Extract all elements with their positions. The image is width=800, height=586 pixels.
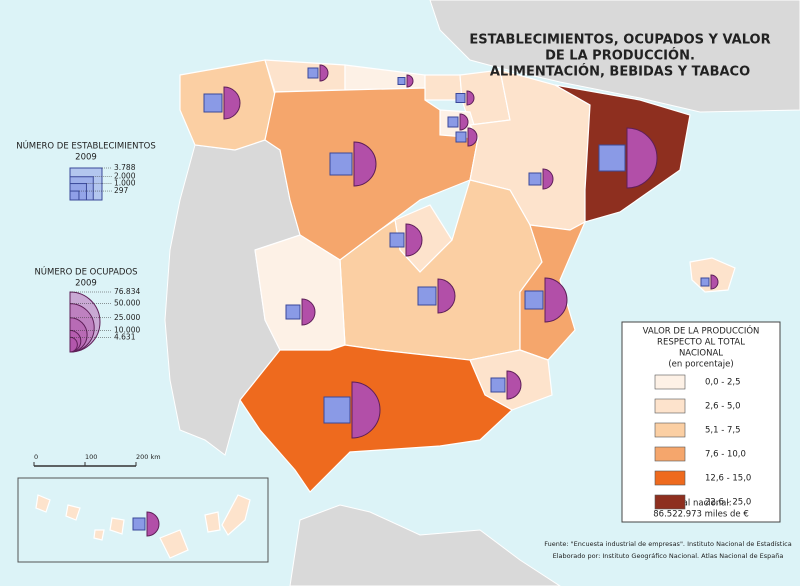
legend-title: RESPECTO AL TOTAL <box>657 338 745 348</box>
establishment-square <box>307 67 319 79</box>
legend-title: NÚMERO DE OCUPADOS <box>34 266 137 278</box>
employed-half-circle <box>467 127 478 147</box>
employed-half-circle <box>301 298 316 326</box>
establishment-square <box>397 77 406 85</box>
canarias-inset <box>17 477 269 563</box>
legend-swatch <box>654 422 686 438</box>
establishment-square <box>528 172 542 186</box>
legend-label: 22,6 - 25,0 <box>705 498 751 508</box>
total-label: Total nacional: <box>669 499 731 509</box>
legend-square <box>69 190 80 201</box>
employed-half-circle <box>406 74 414 88</box>
establishment-square <box>329 152 353 176</box>
legend-title: VALOR DE LA PRODUCCIÓN <box>643 325 760 337</box>
legend-label: 2,6 - 5,0 <box>705 402 741 412</box>
france <box>429 0 800 113</box>
employed-half-circle <box>544 277 568 323</box>
africa <box>289 504 561 586</box>
total-value: 86.522.973 miles de € <box>653 510 748 520</box>
establishment-square <box>700 277 710 287</box>
legend-value: 1.000 <box>114 179 136 188</box>
legend-swatch <box>654 494 686 510</box>
legend-label: 12,6 - 15,0 <box>705 474 751 484</box>
scale-label: 0 <box>34 453 38 461</box>
legend-swatch <box>654 374 686 390</box>
employed-half-circle <box>353 141 377 187</box>
legend-subtitle: (en porcentaje) <box>668 360 733 370</box>
employed-half-circle <box>405 223 423 257</box>
legend-value: 76.834 <box>114 287 140 296</box>
legend-value: 4.631 <box>114 332 136 341</box>
legend-label: 5,1 - 7,5 <box>705 426 741 436</box>
employed-half-circle <box>146 511 160 537</box>
establishment-square <box>490 377 506 393</box>
employed-half-circle <box>351 381 381 439</box>
employed-half-circle <box>542 168 554 190</box>
legend-value: 3.788 <box>114 163 136 172</box>
establishment-square <box>323 396 351 424</box>
legend-value: 10.000 <box>114 325 140 334</box>
establishment-square <box>417 286 437 306</box>
title: ALIMENTACIÓN, BEBIDAS Y TABACO <box>490 64 750 80</box>
establishment-square <box>455 131 467 143</box>
establishment-square <box>132 517 146 531</box>
title: DE LA PRODUCCIÓN. <box>545 48 695 64</box>
employed-half-circle <box>319 64 329 82</box>
legend-swatch <box>654 470 686 486</box>
establishment-square <box>598 144 626 172</box>
establishment-square <box>524 290 544 310</box>
legend-half-circle <box>69 336 78 353</box>
value-legend-box <box>621 321 781 523</box>
legend-year: 2009 <box>75 153 97 163</box>
employed-half-circle <box>626 127 658 189</box>
canarias <box>35 494 251 559</box>
employed-half-circle <box>223 86 241 120</box>
employed-half-circle <box>710 274 719 290</box>
scale-label: 100 <box>85 453 97 461</box>
legend-year: 2009 <box>75 279 97 289</box>
legend-value: 297 <box>114 186 129 195</box>
legend-value: 25.000 <box>114 313 140 322</box>
establishment-square <box>285 304 301 320</box>
legend-label: 7,6 - 10,0 <box>705 450 746 460</box>
legend-value: 50.000 <box>114 299 140 308</box>
asturias <box>264 59 346 93</box>
legend-swatch <box>654 446 686 462</box>
employed-half-circle <box>459 113 469 131</box>
employed-half-circle <box>466 90 475 106</box>
legend-value: 2.000 <box>114 172 136 181</box>
title: ESTABLECIMIENTOS, OCUPADOS Y VALOR <box>469 33 770 48</box>
source: Fuente: "Encuesta industrial de empresas… <box>544 540 791 548</box>
legend-title: NACIONAL <box>679 349 723 359</box>
employed-half-circle <box>506 370 522 400</box>
legend-label: 0,0 - 2,5 <box>705 378 741 388</box>
establishment-square <box>447 116 459 128</box>
legend-title: NÚMERO DE ESTABLECIMIENTOS <box>16 140 156 152</box>
establishment-square <box>455 93 466 103</box>
establishment-square <box>389 232 405 248</box>
employed-half-circle <box>437 278 456 314</box>
legend-swatch <box>654 398 686 414</box>
credit: Elaborado por: Instituto Geográfico Naci… <box>553 552 784 560</box>
establishment-square <box>203 93 223 113</box>
scale-label: 200 km <box>136 453 161 461</box>
